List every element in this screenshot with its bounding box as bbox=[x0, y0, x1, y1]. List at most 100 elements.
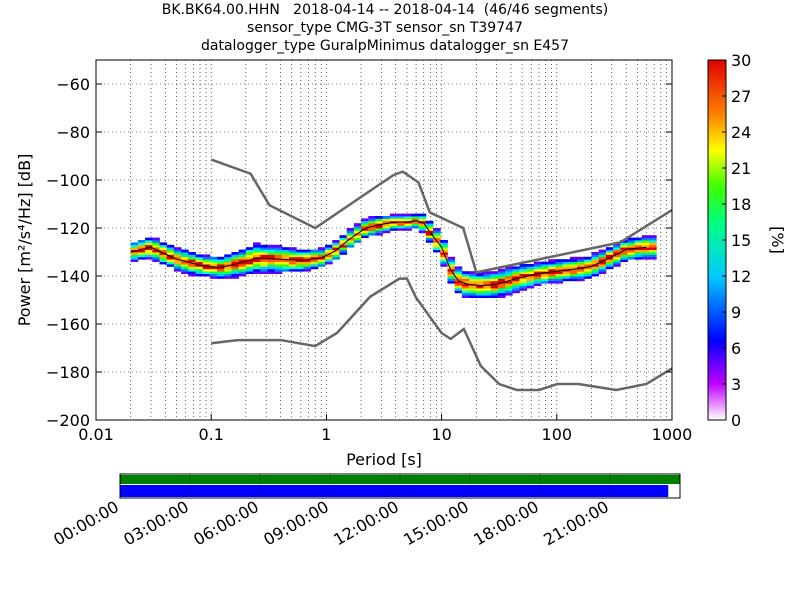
colorbar-tick-label: 0 bbox=[731, 411, 741, 430]
heat-cell bbox=[569, 256, 578, 260]
heat-cell bbox=[137, 244, 146, 248]
heat-cell bbox=[202, 266, 211, 270]
heat-cell bbox=[195, 273, 204, 277]
heat-cell bbox=[649, 242, 657, 246]
heat-cell bbox=[440, 259, 448, 262]
heat-cell bbox=[483, 290, 492, 294]
heat-cell bbox=[296, 252, 304, 255]
heat-cell bbox=[195, 261, 204, 265]
colorbar-tick-label: 24 bbox=[731, 123, 751, 142]
heat-cell bbox=[490, 292, 499, 296]
heat-cell bbox=[209, 259, 218, 262]
heat-cell bbox=[584, 256, 592, 260]
heat-cell bbox=[505, 273, 513, 277]
heat-cell bbox=[569, 266, 578, 270]
heat-cell bbox=[361, 228, 369, 231]
heat-cell bbox=[641, 256, 650, 260]
heat-cell bbox=[253, 249, 261, 253]
heat-cell bbox=[562, 266, 571, 270]
heat-cell bbox=[130, 256, 139, 260]
heat-cell bbox=[440, 254, 448, 258]
heat-cell bbox=[152, 252, 160, 255]
heat-cell bbox=[461, 278, 470, 282]
heat-cell bbox=[173, 247, 182, 250]
heat-cell bbox=[231, 273, 240, 277]
heat-cell bbox=[281, 256, 290, 260]
heat-cell bbox=[253, 259, 261, 262]
heat-cell bbox=[202, 261, 211, 265]
heat-cell bbox=[166, 244, 175, 248]
heat-cell bbox=[267, 252, 276, 255]
colorbar-tick-label: 27 bbox=[731, 87, 751, 106]
heat-cell bbox=[260, 249, 268, 253]
heat-cell bbox=[620, 242, 628, 246]
heat-cell bbox=[238, 268, 247, 272]
heat-cell bbox=[533, 278, 542, 282]
heat-cell bbox=[526, 268, 535, 272]
heat-cell bbox=[541, 261, 549, 265]
heat-cell bbox=[238, 261, 247, 265]
heat-cell bbox=[555, 264, 564, 267]
heat-cell bbox=[497, 283, 506, 286]
heat-cell bbox=[231, 261, 240, 265]
heat-cell bbox=[512, 278, 520, 282]
heat-cell bbox=[303, 256, 312, 260]
heat-cell bbox=[562, 271, 571, 274]
heat-cell bbox=[137, 254, 146, 258]
heat-cell bbox=[353, 223, 362, 226]
heat-cell bbox=[577, 278, 585, 282]
heat-cell bbox=[260, 254, 268, 258]
heat-cell bbox=[137, 252, 146, 255]
heat-cell bbox=[555, 278, 564, 282]
x-tick-label: 0.1 bbox=[198, 425, 223, 444]
heat-cell bbox=[317, 247, 326, 250]
heat-cell bbox=[461, 273, 470, 277]
heat-cell bbox=[267, 271, 276, 274]
nlnm-line bbox=[211, 277, 672, 392]
heat-cell bbox=[253, 261, 261, 265]
x-tick-label: 1 bbox=[321, 425, 331, 444]
y-axis-label: Power [m²/s⁴/Hz] [dB] bbox=[15, 154, 34, 327]
heat-cell bbox=[605, 264, 614, 267]
heat-cell bbox=[598, 264, 607, 267]
heat-cell bbox=[447, 256, 456, 260]
heat-cell bbox=[188, 254, 196, 258]
heat-cell bbox=[289, 266, 297, 270]
heat-cell bbox=[245, 264, 254, 267]
heat-cell bbox=[627, 254, 636, 258]
heat-cell bbox=[447, 280, 456, 284]
heat-cell bbox=[505, 271, 513, 274]
heat-cell bbox=[173, 264, 182, 267]
heat-cell bbox=[447, 271, 456, 274]
heat-cell bbox=[548, 278, 556, 282]
heat-cell bbox=[260, 259, 268, 262]
heat-cell bbox=[490, 288, 499, 291]
heat-cell bbox=[332, 242, 340, 246]
heat-cell bbox=[505, 290, 513, 294]
heat-cell bbox=[512, 273, 520, 277]
heat-cell bbox=[641, 235, 650, 238]
colorbar-tick-label: 3 bbox=[731, 375, 741, 394]
heat-cell bbox=[281, 266, 290, 270]
heat-cell bbox=[425, 228, 434, 231]
heat-cell bbox=[389, 225, 398, 229]
heat-cell bbox=[483, 278, 492, 282]
heat-cell bbox=[361, 220, 369, 224]
heat-cell bbox=[245, 268, 254, 272]
heat-cell bbox=[469, 295, 477, 298]
y-tick-label: −180 bbox=[46, 363, 90, 382]
heat-cell bbox=[620, 244, 628, 248]
heat-cell bbox=[181, 266, 189, 270]
heat-cell bbox=[217, 264, 225, 267]
heat-cell bbox=[332, 254, 340, 258]
heat-cell bbox=[476, 285, 484, 289]
heat-cell bbox=[332, 249, 340, 253]
heat-cell bbox=[245, 261, 254, 265]
heat-cell bbox=[130, 247, 139, 250]
x-tick-label: 10 bbox=[431, 425, 451, 444]
heat-cell bbox=[411, 218, 420, 222]
heat-cell bbox=[490, 276, 499, 279]
heat-cell bbox=[613, 249, 621, 253]
heat-cell bbox=[231, 252, 240, 255]
heat-cell bbox=[613, 256, 621, 260]
